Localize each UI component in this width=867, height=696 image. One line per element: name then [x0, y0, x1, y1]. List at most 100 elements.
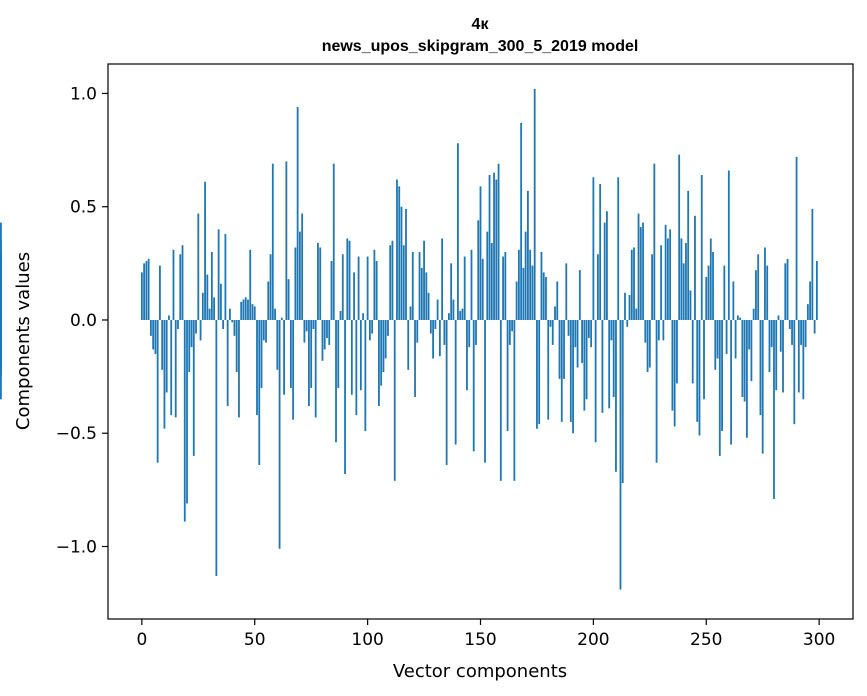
bar	[703, 319, 705, 400]
bar	[596, 254, 599, 320]
bar	[806, 304, 809, 320]
bar	[143, 263, 146, 320]
bar	[346, 238, 349, 320]
bar	[727, 170, 730, 320]
x-tick-label: 300	[803, 630, 835, 650]
bar	[188, 319, 191, 373]
bar	[583, 319, 586, 411]
bar	[416, 319, 419, 343]
bar	[723, 265, 726, 320]
bar	[660, 245, 663, 320]
bar	[199, 319, 202, 341]
bar	[678, 154, 681, 320]
x-tick-label: 100	[351, 630, 383, 650]
bar	[585, 319, 588, 400]
bar	[235, 319, 238, 373]
bar	[459, 310, 462, 320]
bar	[443, 319, 446, 345]
y-tick-label: 0.5	[70, 198, 97, 218]
bar	[373, 249, 376, 320]
bar	[380, 319, 383, 386]
bar	[617, 177, 620, 320]
bar	[698, 319, 701, 436]
bar	[242, 299, 245, 320]
bar	[177, 319, 179, 330]
bar	[520, 122, 523, 320]
bar	[140, 272, 143, 320]
bar	[402, 245, 405, 320]
bar	[578, 270, 581, 320]
bar	[208, 308, 211, 320]
bar	[323, 319, 326, 350]
bar	[768, 319, 771, 373]
bar	[599, 184, 602, 320]
y-tick-label: 1.0	[70, 84, 97, 104]
bar	[267, 281, 270, 320]
bar	[210, 252, 213, 320]
bar	[294, 247, 297, 320]
bar	[434, 319, 437, 330]
bar	[676, 319, 678, 384]
bar	[499, 319, 502, 481]
bar	[149, 319, 152, 336]
bar	[472, 319, 475, 452]
bar	[161, 319, 164, 370]
bar	[427, 292, 430, 320]
bar	[436, 299, 439, 320]
bar	[739, 317, 742, 320]
bar	[624, 292, 626, 320]
y-tick-label: −0.5	[56, 424, 97, 444]
bar	[253, 306, 256, 320]
bar	[222, 319, 225, 330]
bar	[396, 179, 398, 320]
bar	[278, 319, 281, 549]
x-tick-label: 200	[577, 630, 609, 650]
bar	[204, 181, 206, 320]
y-axis-label: Components values	[13, 252, 34, 430]
bar	[486, 231, 489, 320]
x-tick-label: 0	[136, 630, 147, 650]
bar	[784, 263, 787, 320]
bar	[337, 319, 340, 388]
bar	[341, 254, 344, 320]
bar	[339, 310, 342, 320]
bar	[457, 143, 459, 320]
bar	[714, 319, 717, 370]
bar	[445, 319, 448, 465]
bar	[716, 319, 719, 359]
bar	[748, 319, 751, 350]
bar	[0, 304, 2, 320]
bar	[244, 297, 247, 320]
bar	[170, 319, 173, 416]
bar	[308, 319, 310, 407]
bar	[718, 319, 721, 456]
bar	[303, 319, 306, 343]
bar	[700, 175, 703, 320]
bar	[366, 256, 369, 320]
bar	[567, 319, 570, 336]
bar	[764, 247, 766, 320]
bar	[441, 238, 444, 320]
bar	[759, 319, 762, 416]
bar	[755, 270, 757, 320]
bar	[159, 265, 161, 320]
x-tick-label: 150	[464, 630, 496, 650]
bar	[249, 249, 252, 320]
bar	[384, 319, 387, 359]
bar	[481, 258, 484, 320]
bar	[517, 249, 520, 320]
bar	[375, 261, 378, 320]
bar	[538, 319, 541, 425]
bar	[287, 279, 290, 320]
bar	[163, 319, 166, 429]
bar	[186, 319, 188, 504]
bar	[251, 304, 254, 320]
bar	[563, 319, 565, 379]
bar	[576, 319, 579, 368]
bar	[256, 319, 258, 416]
bar	[262, 319, 265, 341]
bar	[183, 319, 186, 522]
bar	[276, 319, 279, 370]
bar	[630, 249, 633, 320]
bar	[226, 319, 229, 407]
